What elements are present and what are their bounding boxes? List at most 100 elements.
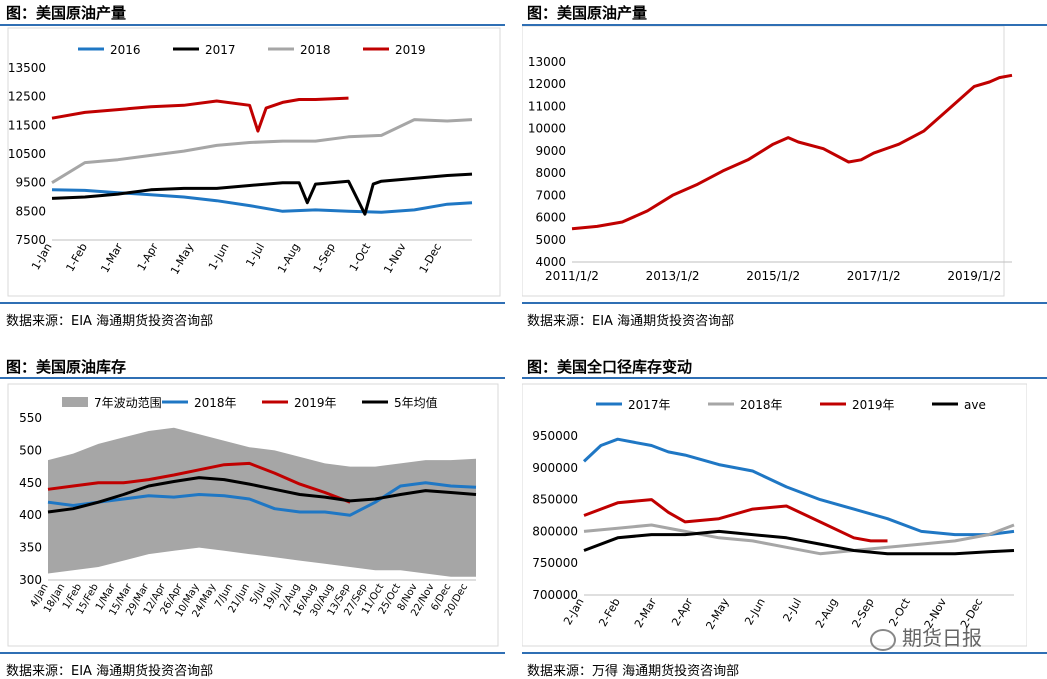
y-tick-label: 9500 [15,176,46,190]
chart-title: 图：美国原油产量 [527,4,648,22]
series-line [571,73,1013,231]
title-rule [0,24,505,26]
x-tick-label: 1-Mar [98,241,125,275]
y-tick-label: 11000 [528,99,566,113]
y-tick-label: 500 [19,443,42,457]
source-note: 数据来源：EIA 海通期货投资咨询部 [527,314,735,329]
legend-label: 2018年 [194,396,237,410]
series-line [583,529,1015,556]
series-line [47,461,351,504]
y-tick-label: 400 [19,508,42,522]
legend-label: 7年波动范围 [94,396,162,410]
x-tick-label: 1-Aug [275,241,302,275]
chart-frame [7,27,501,297]
chart-title: 图：美国原油产量 [6,4,127,22]
source-rule [522,652,1047,654]
title-rule [0,377,505,379]
y-tick-label: 450 [19,476,42,490]
title-rule [522,377,1047,379]
y-tick-label: 9000 [535,144,566,158]
y-tick-label: 12000 [528,77,566,91]
y-tick-label: 750000 [532,556,578,570]
x-tick-label: 1-Sep [311,241,338,275]
x-tick-label: 2-Jun [742,596,768,627]
source-rule [522,302,1047,304]
x-tick-label: 1-May [168,241,196,277]
x-tick-label: 1-Oct [347,240,374,273]
x-tick-label: 2011/1/2 [545,269,599,283]
y-tick-label: 13500 [8,61,46,75]
legend-label: 5年均值 [394,395,438,410]
wechat-icon [870,628,896,651]
series-line [51,172,473,216]
y-tick-label: 10000 [528,122,566,136]
y-tick-label: 350 [19,541,42,555]
y-tick-label: 5000 [535,233,566,247]
x-tick-label: 2-Mar [632,596,659,630]
legend-label: 2018 [300,43,331,57]
x-tick-label: 2015/1/2 [746,269,800,283]
series-line [582,437,1015,537]
y-tick-label: 7000 [535,188,566,202]
x-tick-label: 2-Jul [780,596,804,624]
y-tick-label: 800000 [532,524,578,538]
legend-label: 2019 [395,43,426,57]
y-tick-label: 7500 [15,233,46,247]
y-tick-label: 8500 [15,204,46,218]
y-tick-label: 11500 [8,118,46,132]
watermark-text: 期货日报 [902,626,982,650]
x-tick-label: 2-Aug [813,596,840,630]
legend-label: 2017 [205,43,236,57]
x-tick-label: 1-Apr [135,241,161,274]
chart-title: 图：美国全口径库存变动 [527,358,693,376]
y-tick-label: 300 [19,573,42,587]
y-tick-label: 850000 [532,493,578,507]
source-rule [0,652,505,654]
y-tick-label: 700000 [532,588,578,602]
legend-label: 2016 [110,43,141,57]
x-tick-label: 1-Nov [381,241,409,276]
chart-total-inventory: 7000007500008000008500009000009500002-Ja… [522,383,1027,647]
x-tick-label: 2013/1/2 [646,269,700,283]
source-note: 数据来源：万得 海通期货投资咨询部 [527,664,740,679]
y-tick-label: 6000 [535,211,566,225]
chart-frame [522,383,1027,647]
chart-production-history: 4000 5000 6000 7000 8000 9000 10000 11000 12000 1… [522,26,1013,297]
y-tick-label: 900000 [532,461,578,475]
y-tick-label: 550 [19,411,42,425]
chart-title: 图：美国原油库存 [6,358,127,376]
x-tick-label: 1-Jun [206,241,232,272]
y-tick-label: 950000 [532,429,578,443]
legend-label: 2018年 [740,398,783,412]
chart-frame [522,26,1005,297]
series-line [51,96,349,133]
source-rule [0,302,505,304]
source-note: 数据来源：EIA 海通期货投资咨询部 [6,664,214,679]
x-tick-label: 2-Apr [669,596,695,629]
x-tick-label: 1-Dec [417,241,444,275]
series-line [47,476,477,514]
x-tick-label: 1-Jul [243,241,267,269]
y-tick-label: 8000 [535,166,566,180]
y-tick-label: 12500 [8,90,46,104]
legend-label: 2019年 [294,396,337,410]
x-tick-label: 2-May [704,596,732,632]
x-tick-label: 1-Feb [64,241,90,274]
series-line [583,523,1015,556]
series-line [51,118,473,184]
chart-frame [7,383,499,647]
legend-label: 2017年 [628,398,671,412]
source-note: 数据来源：EIA 海通期货投资咨询部 [6,314,214,329]
legend-label: ave [964,398,986,412]
watermark: 期货日报 [870,622,982,651]
legend-label: 2019年 [852,398,895,412]
y-tick-label: 13000 [528,55,566,69]
x-tick-label: 2-Feb [596,596,622,629]
x-tick-label: 2017/1/2 [847,269,901,283]
legend-swatch [62,397,88,407]
title-rule [522,24,1047,26]
chart-crude-inventory: 3003504004505005504/Jan18/Jan1/Feb15/Feb… [7,383,499,647]
y-tick-label: 10500 [8,147,46,161]
series-line [47,481,477,517]
